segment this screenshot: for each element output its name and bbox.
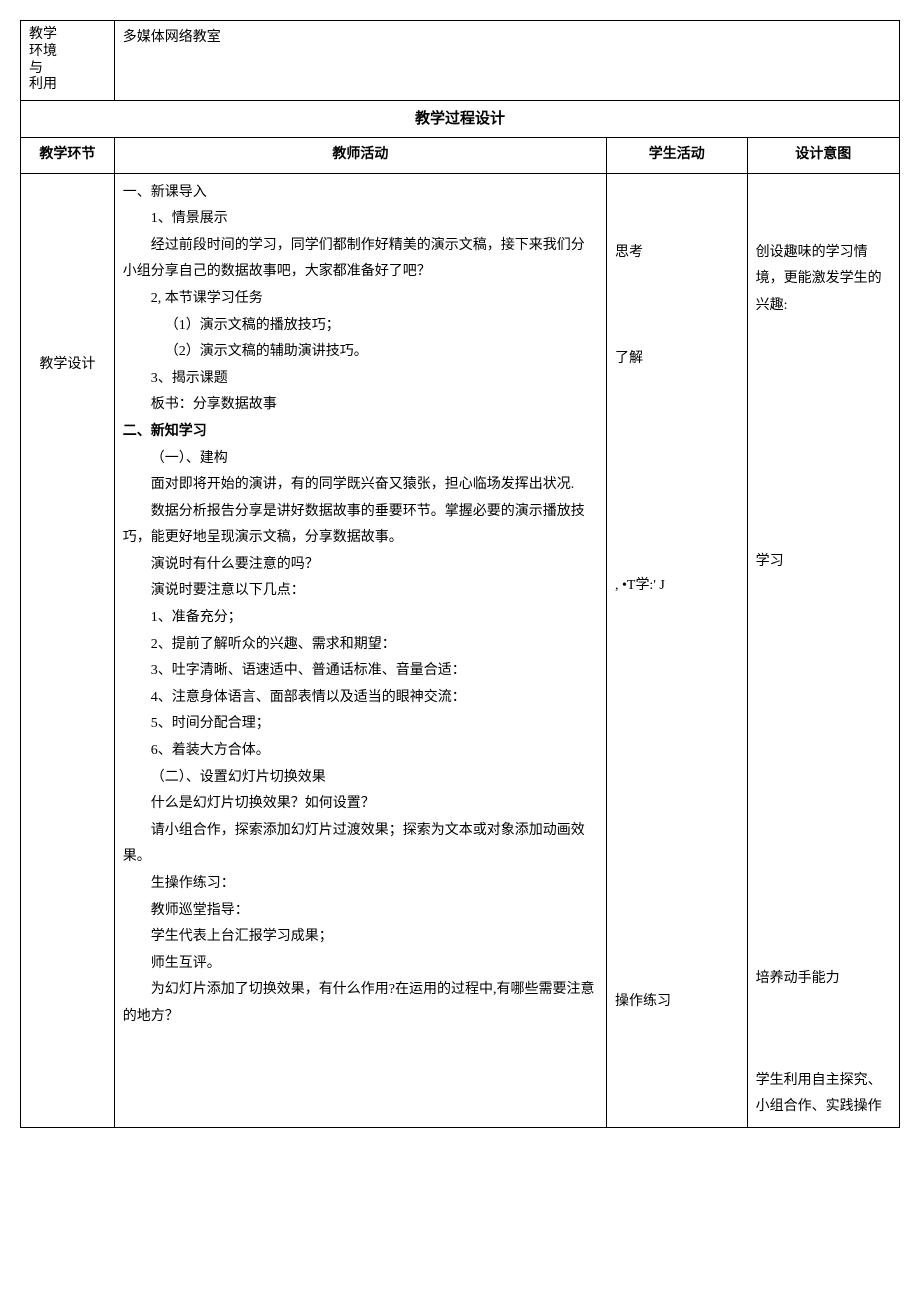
part2-1-q2: 演说时要注意以下几点： <box>123 578 598 605</box>
part2-1-body1-text: 面对即将开始的演讲，有的同学既兴奋又猿张，担心临场发挥出状况. <box>151 477 575 492</box>
part1-title: 一、新课导入 <box>123 180 598 207</box>
part2-1-p4-text: 4、注意身体语言、面部表情以及适当的眼神交流： <box>151 690 466 705</box>
part1-1: 1、情景展示 <box>123 206 598 233</box>
env-content-text: 多媒体网络教室 <box>123 30 221 45</box>
part2-2-end-text: 为幻灯片添加了切换效果，有什么作用?在运用的过程中,有哪些需要注意的地方？ <box>123 982 595 1024</box>
intent-i3: 培养动手能力 <box>756 966 891 993</box>
part2-1-p4: 4、注意身体语言、面部表情以及适当的眼神交流： <box>123 685 598 712</box>
teacher-header: 教师活动 <box>114 138 606 173</box>
part2-2-s2: 教师巡堂指导： <box>123 898 598 925</box>
spacer <box>756 576 891 966</box>
part2-2-end: 为幻灯片添加了切换效果，有什么作用?在运用的过程中,有哪些需要注意的地方？ <box>123 977 598 1030</box>
part2-2-q: 什么是幻灯片切换效果？如何设置？ <box>123 791 598 818</box>
env-label-text: 教学 环境 与 利用 <box>29 27 57 92</box>
part2-1-p3-text: 3、吐字清晰、语速适中、普通话标准、音量合适： <box>151 663 466 678</box>
stage-header: 教学环节 <box>21 138 115 173</box>
intent-i1: 创设趣味的学习情境，更能激发学生的兴趣: <box>756 240 891 320</box>
part1-2-b: （2）演示文稿的辅助演讲技巧。 <box>123 339 598 366</box>
intent-header-text: 设计意图 <box>795 147 851 162</box>
intent-header: 设计意图 <box>747 138 899 173</box>
part1-2: 2, 本节课学习任务 <box>123 286 598 313</box>
part2-2-s1: 生操作练习： <box>123 871 598 898</box>
spacer <box>756 180 891 240</box>
part1-1-body: 经过前段时间的学习，同学们都制作好精美的演示文稿，接下来我们分小组分享自己的数据… <box>123 233 598 286</box>
student-header: 学生活动 <box>606 138 747 173</box>
part2-2: （二）、设置幻灯片切换效果 <box>123 765 598 792</box>
part2-1-p2-text: 2、提前了解听众的兴趣、需求和期望： <box>151 637 396 652</box>
part2-1-body2: 数据分析报告分享是讲好数据故事的垂要环节。掌握必要的演示播放技巧，能更好地呈现演… <box>123 499 598 552</box>
process-header-text: 教学过程设计 <box>415 111 505 127</box>
teacher-activity-cell: 一、新课导入 1、情景展示 经过前段时间的学习，同学们都制作好精美的演示文稿，接… <box>114 173 606 1127</box>
part2-2-s3: 学生代表上台汇报学习成果； <box>123 924 598 951</box>
stage-header-text: 教学环节 <box>39 147 95 162</box>
spacer <box>615 599 739 989</box>
part2-1-p6: 6、着装大方合体。 <box>123 738 598 765</box>
student-a4: 操作练习 <box>615 989 739 1016</box>
part2-1-body2-text: 数据分析报告分享是讲好数据故事的垂要环节。掌握必要的演示播放技巧，能更好地呈现演… <box>123 504 585 546</box>
student-a2: 了解 <box>615 346 739 373</box>
part2-1-p3: 3、吐字清晰、语速适中、普通话标准、音量合适： <box>123 658 598 685</box>
content-row: 教学设计 一、新课导入 1、情景展示 经过前段时间的学习，同学们都制作好精美的演… <box>21 173 900 1127</box>
part1-1-body-text: 经过前段时间的学习，同学们都制作好精美的演示文稿，接下来我们分小组分享自己的数据… <box>123 238 585 280</box>
column-header-row: 教学环节 教师活动 学生活动 设计意图 <box>21 138 900 173</box>
part1-3-body: 板书：分享数据故事 <box>123 392 598 419</box>
stage-cell: 教学设计 <box>21 173 115 1127</box>
student-header-text: 学生活动 <box>649 147 705 162</box>
spacer <box>615 266 739 346</box>
student-a1: 思考 <box>615 240 739 267</box>
intent-i4: 学生利用自主探究、小组合作、实践操作 <box>756 1068 891 1121</box>
part2-title: 二、新知学习 <box>123 419 598 446</box>
part1-3: 3、揭示课题 <box>123 366 598 393</box>
spacer <box>615 373 739 573</box>
stage-label-text: 教学设计 <box>39 357 95 372</box>
process-header: 教学过程设计 <box>21 101 900 138</box>
environment-label: 教学 环境 与 利用 <box>21 21 115 101</box>
environment-content: 多媒体网络教室 <box>114 21 899 101</box>
part2-1: （一）、建构 <box>123 446 598 473</box>
environment-row: 教学 环境 与 利用 多媒体网络教室 <box>21 21 900 101</box>
student-activity-cell: 思考 了解 , •T学:' J 操作练习 <box>606 173 747 1127</box>
spacer <box>615 180 739 240</box>
part2-2-body-text: 请小组合作，探索添加幻灯片过渡效果；探索为文本或对象添加动画效果。 <box>123 823 585 865</box>
spacer <box>756 993 891 1068</box>
part2-1-q1: 演说时有什么要注意的吗？ <box>123 552 598 579</box>
part2-1-p5: 5、时间分配合理； <box>123 711 598 738</box>
lesson-plan-table: 教学 环境 与 利用 多媒体网络教室 教学过程设计 教学环节 教师活动 学生活动… <box>20 20 900 1128</box>
intent-cell: 创设趣味的学习情境，更能激发学生的兴趣: 学习 培养动手能力 学生利用自主探究、… <box>747 173 899 1127</box>
intent-i2: 学习 <box>756 549 891 576</box>
part1-2-a: （1）演示文稿的播放技巧； <box>123 313 598 340</box>
part2-2-s4: 师生互评。 <box>123 951 598 978</box>
spacer <box>756 319 891 549</box>
part2-1-p1: 1、准备充分； <box>123 605 598 632</box>
student-a3: , •T学:' J <box>615 573 739 600</box>
part2-1-p2: 2、提前了解听众的兴趣、需求和期望： <box>123 632 598 659</box>
part2-2-body: 请小组合作，探索添加幻灯片过渡效果；探索为文本或对象添加动画效果。 <box>123 818 598 871</box>
part2-1-body1: 面对即将开始的演讲，有的同学既兴奋又猿张，担心临场发挥出状况. <box>123 472 598 499</box>
teacher-header-text: 教师活动 <box>332 147 388 162</box>
process-header-row: 教学过程设计 <box>21 101 900 138</box>
